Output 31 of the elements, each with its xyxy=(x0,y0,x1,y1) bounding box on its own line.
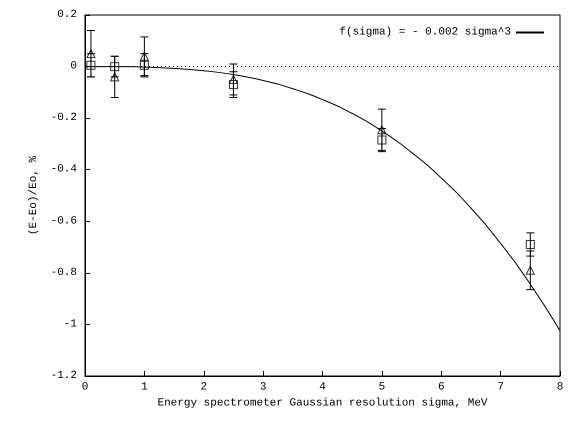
point xyxy=(140,52,149,61)
point xyxy=(377,136,386,145)
point xyxy=(228,80,238,90)
y-tick-label: -0.6 xyxy=(50,215,77,228)
x-tick-label: 4 xyxy=(319,382,326,394)
x-tick-label: 6 xyxy=(438,382,445,394)
x-tick-label: 0 xyxy=(82,382,88,394)
y-tick-label: -1.2 xyxy=(50,370,77,382)
point xyxy=(228,74,238,84)
x-tick-label: 5 xyxy=(378,382,386,394)
y-tick-label: -0.4 xyxy=(50,164,78,176)
point xyxy=(377,125,386,134)
x-tick-label: 3 xyxy=(260,382,266,394)
x-tick-label: 2 xyxy=(200,382,208,394)
point xyxy=(140,60,149,70)
y-tick-label: -1 xyxy=(64,318,78,330)
point xyxy=(526,240,535,249)
x-tick-label: 8 xyxy=(556,382,564,394)
x-axis-title: Energy spectrometer Gaussian resolution sigma, MeV xyxy=(157,397,488,410)
point xyxy=(86,49,96,58)
point xyxy=(110,62,120,72)
y-tick-label: 0.2 xyxy=(57,9,77,21)
point xyxy=(110,72,120,82)
y-tick-label: 0 xyxy=(70,60,77,73)
x-tick-label: 1 xyxy=(141,382,148,394)
legend-label: f(sigma) = - 0.002 sigma^3 xyxy=(339,26,511,38)
point xyxy=(526,266,535,275)
y-tick-label: -0.2 xyxy=(50,112,77,124)
y-axis-title: (E-Eo)/Eo, % xyxy=(28,156,40,236)
x-tick-label: 7 xyxy=(497,382,504,394)
y-tick-label: -0.8 xyxy=(50,266,77,279)
